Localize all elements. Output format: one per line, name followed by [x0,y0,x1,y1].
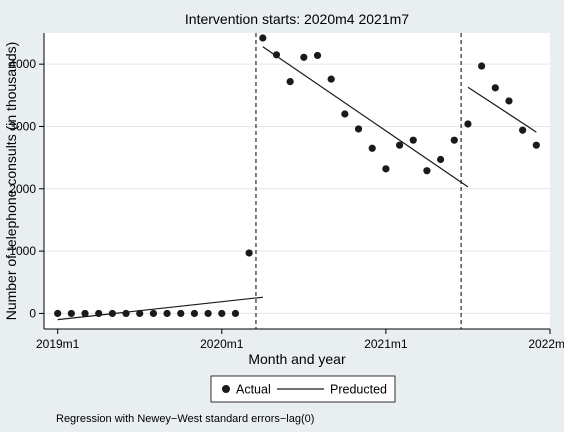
fitted-line-segment [467,86,537,133]
data-point [382,165,390,173]
y-tick-label: 0 [29,306,36,320]
legend-label-actual: Actual [236,383,271,397]
data-point [122,309,130,318]
y-tick-label: 1000 [9,244,36,258]
axes [39,33,551,334]
x-tick-label: 2019m1 [36,337,80,351]
data-point [450,136,458,144]
x-tick-label: 2022m1 [528,337,564,351]
data-point [464,120,472,128]
data-point [313,51,322,60]
data-point [218,309,226,318]
x-axis-label: Month and year [248,351,346,367]
y-tick-label: 3000 [9,119,36,133]
legend-marker-actual [222,385,230,393]
data-point [95,309,103,318]
chart-title: Intervention starts: 2020m4 2021m7 [185,11,409,27]
y-tick-label: 4000 [9,57,36,71]
intervention-lines [255,33,462,329]
data-point [177,309,185,318]
data-point [519,126,527,134]
data-point [327,75,335,83]
data-point [136,309,144,318]
data-point [190,309,199,318]
data-point [409,136,417,144]
data-point [423,167,431,175]
chart-note: Regression with Newey−West standard erro… [56,413,314,425]
data-point [259,34,267,42]
data-point [163,309,171,318]
data-point [54,309,62,318]
data-point [272,51,281,59]
data-point [368,144,376,152]
data-point [149,309,158,318]
data-point [491,84,499,92]
fitted-lines [57,46,537,321]
plot-area [44,33,550,329]
data-point [436,155,445,164]
data-point [395,141,404,149]
data-point [300,53,308,61]
data-point [204,309,212,318]
legend-label-predicted: Preducted [330,383,387,397]
data-points [54,34,540,318]
data-point [341,110,349,118]
fitted-line-segment [262,46,469,188]
x-tick-label: 2021m1 [364,337,408,351]
legend: Actual Preducted [210,375,396,403]
fitted-line-segment [57,296,263,321]
data-point [67,309,75,318]
data-point [231,309,240,318]
data-point [354,125,363,133]
y-axis-label: Number of telephone consults (in thousan… [3,42,19,321]
y-tick-label: 2000 [9,182,36,196]
data-point [286,78,294,86]
data-point [245,249,253,257]
data-point [108,309,116,318]
x-tick-label: 2020m1 [200,337,244,351]
data-point [81,309,89,318]
data-point [532,141,540,149]
tick-labels: 0 1000 2000 3000 4000 2019m1 2020m1 2021m1 2022m… [9,57,564,351]
data-point [478,62,486,70]
data-point [505,97,513,105]
